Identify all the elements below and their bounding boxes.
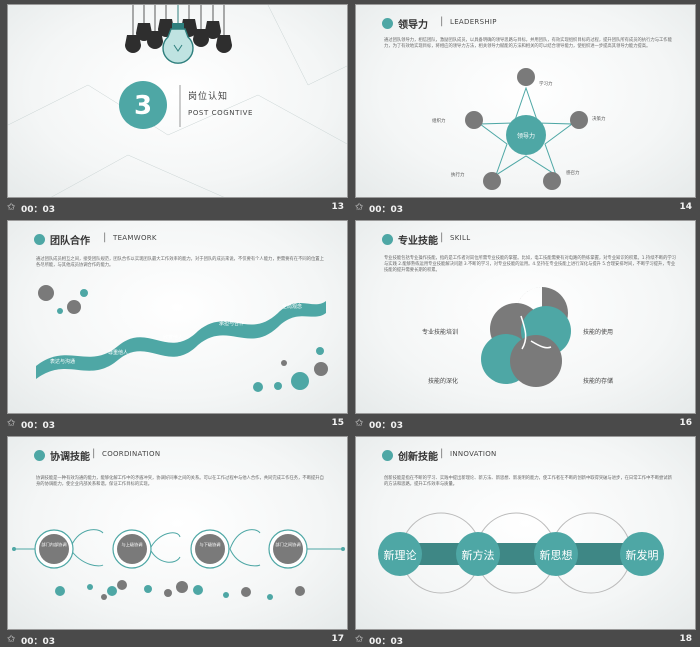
innovation-item: 新理论: [383, 549, 417, 562]
leadership-star-diagram: [465, 68, 588, 190]
heading-zh: 协调技能: [50, 452, 90, 463]
slide-18-meta: ✩ 00：03 18: [355, 632, 696, 647]
heading-separator: |: [440, 232, 444, 243]
heading-en: INNOVATION: [450, 450, 497, 458]
transition-star-icon: ✩: [7, 418, 16, 429]
slide-15-canvas: 团队合作 | TEAMWORK 通过团队成员相互之间，接受团队规范，团队合作以实…: [7, 220, 348, 414]
innovation-item: 新思想: [539, 549, 573, 562]
coord-circle-label: 与下级协调: [199, 542, 221, 547]
slide-16-meta: ✩ 00：03 16: [355, 416, 696, 432]
slide-17-meta: ✩ 00：03 17: [7, 632, 348, 647]
section-title-en: POST COGNTIVE: [188, 109, 254, 117]
heading-en: SKILL: [450, 234, 471, 242]
heading-bullet-icon: [382, 234, 393, 245]
heading-bullet-icon: [34, 234, 45, 245]
slide-number: 14: [679, 202, 692, 212]
skill-label-deepen: 技能的深化: [428, 378, 459, 385]
heading-zh: 创新技能: [398, 452, 438, 463]
slide-number: 18: [679, 634, 692, 644]
slide-14-canvas: 领导力 | LEADERSHIP 通过团队领导力，相信团队，激励团队成员，以具备…: [355, 4, 696, 198]
coord-circle-label: 与上级协调: [121, 542, 143, 547]
innovation-bubbles: [378, 512, 664, 594]
coord-circle-label: 部门内部协调: [41, 542, 67, 547]
body-text: 通过团队领导力，相信团队，激励团队成员，以具备明确的领导思路与目标，并用团队，有…: [384, 38, 672, 49]
step-label: 欣赏他人: [163, 335, 184, 341]
innovation-item: 新发明: [625, 549, 659, 562]
node-label-organization: 组织力: [432, 119, 446, 124]
heading-en: TEAMWORK: [113, 234, 157, 242]
thumb-slide-14[interactable]: 领导力 | LEADERSHIP 通过团队领导力，相信团队，激励团队成员，以具备…: [355, 4, 696, 217]
heading-zh: 领导力: [398, 20, 428, 31]
thumb-slide-18[interactable]: 创新技能 | INNOVATION 创新技能是指在不断的学习、实践中提出新理论、…: [355, 436, 696, 647]
innovation-item: 新方法: [461, 549, 495, 562]
node-label-execution: 执行力: [451, 173, 465, 178]
slide-16-canvas: 专业技能 | SKILL 专业技能包括专业操作技能，指的是工作者对岗位所需专业技…: [355, 220, 696, 414]
slide-time: 00：03: [369, 205, 404, 215]
section-title-zh: 岗位认知: [188, 92, 229, 102]
thumb-slide-16[interactable]: 专业技能 | SKILL 专业技能包括专业操作技能，指的是工作者对岗位所需专业技…: [355, 220, 696, 433]
node-label-decision: 决策力: [592, 117, 606, 122]
coordination-chain: [12, 529, 345, 600]
bulbs-illustration: [8, 5, 347, 197]
slide-time: 00：03: [21, 637, 56, 647]
body-text: 创新技能是指在不断的学习、实践中提出新理论、新方法、新思想、新发明的能力，使工作…: [384, 476, 672, 487]
step-label: 尊重他人: [108, 350, 129, 356]
transition-star-icon: ✩: [355, 202, 364, 213]
slide-15-meta: ✩ 00：03 15: [7, 416, 348, 432]
transition-star-icon: ✩: [7, 202, 16, 213]
slide-17-canvas: 协调技能 | COORDINATION 协调技能是一种有效沟通的能力，能够化解工…: [7, 436, 348, 630]
transition-star-icon: ✩: [355, 634, 364, 645]
thumb-slide-17[interactable]: 协调技能 | COORDINATION 协调技能是一种有效沟通的能力，能够化解工…: [7, 436, 348, 647]
heading-separator: |: [440, 16, 444, 27]
teamwork-ribbon: [36, 285, 328, 392]
slide-13-meta: ✩ 00：03 13: [7, 200, 348, 216]
transition-star-icon: ✩: [7, 634, 16, 645]
body-text: 通过团队成员相互之间，接受团队规范，团队合作以实现团队最大工作效率的能力。对于团…: [36, 257, 324, 268]
center-label: 领导力: [516, 133, 535, 140]
heading-separator: |: [440, 448, 444, 459]
heading-separator: |: [92, 448, 96, 459]
heading-en: LEADERSHIP: [450, 18, 497, 26]
slide-time: 00：03: [21, 421, 56, 431]
body-text: 专业技能包括专业操作技能，指的是工作者对岗位所需专业技能的掌握。比如，电工技能需…: [384, 256, 676, 273]
heading-separator: |: [103, 232, 107, 243]
body-text: 协调技能是一种有效沟通的能力，能够化解工作中的矛盾冲突，协调好同事之间的关系。可…: [36, 476, 324, 487]
node-label-appeal: 感召力: [566, 171, 580, 176]
slide-time: 00：03: [369, 421, 404, 431]
heading-zh: 专业技能: [398, 236, 438, 247]
skill-label-training: 专业技能培训: [422, 329, 459, 336]
section-number: 3: [133, 91, 153, 121]
heading-bullet-icon: [382, 18, 393, 29]
step-label: 全局观念: [282, 304, 303, 310]
slide-13-canvas: 3 岗位认知 POST COGNTIVE: [7, 4, 348, 198]
slide-number: 16: [679, 418, 692, 428]
thumb-slide-13[interactable]: 3 岗位认知 POST COGNTIVE ✩ 00：03 13: [7, 4, 348, 217]
slide-time: 00：03: [21, 205, 56, 215]
skill-label-store: 技能的存储: [583, 378, 614, 385]
slide-time: 00：03: [369, 637, 404, 647]
slide-18-canvas: 创新技能 | INNOVATION 创新技能是指在不断的学习、实践中提出新理论、…: [355, 436, 696, 630]
heading-bullet-icon: [34, 450, 45, 461]
slide-number: 17: [331, 634, 344, 644]
thumb-slide-15[interactable]: 团队合作 | TEAMWORK 通过团队成员相互之间，接受团队规范，团队合作以实…: [7, 220, 348, 433]
slide-number: 13: [331, 202, 344, 212]
transition-star-icon: ✩: [355, 418, 364, 429]
heading-en: COORDINATION: [102, 450, 161, 458]
node-label-learning: 学习力: [539, 82, 553, 87]
skill-petals-diagram: [481, 287, 571, 387]
slide-number: 15: [331, 418, 344, 428]
heading-bullet-icon: [382, 450, 393, 461]
slide-14-meta: ✩ 00：03 14: [355, 200, 696, 216]
coord-circle-label: 部门之间协调: [275, 542, 301, 547]
step-label: 表达与沟通: [50, 359, 76, 365]
step-label: 承担与合作: [219, 321, 245, 327]
heading-zh: 团队合作: [50, 236, 90, 247]
skill-label-use: 技能的使用: [583, 329, 614, 336]
